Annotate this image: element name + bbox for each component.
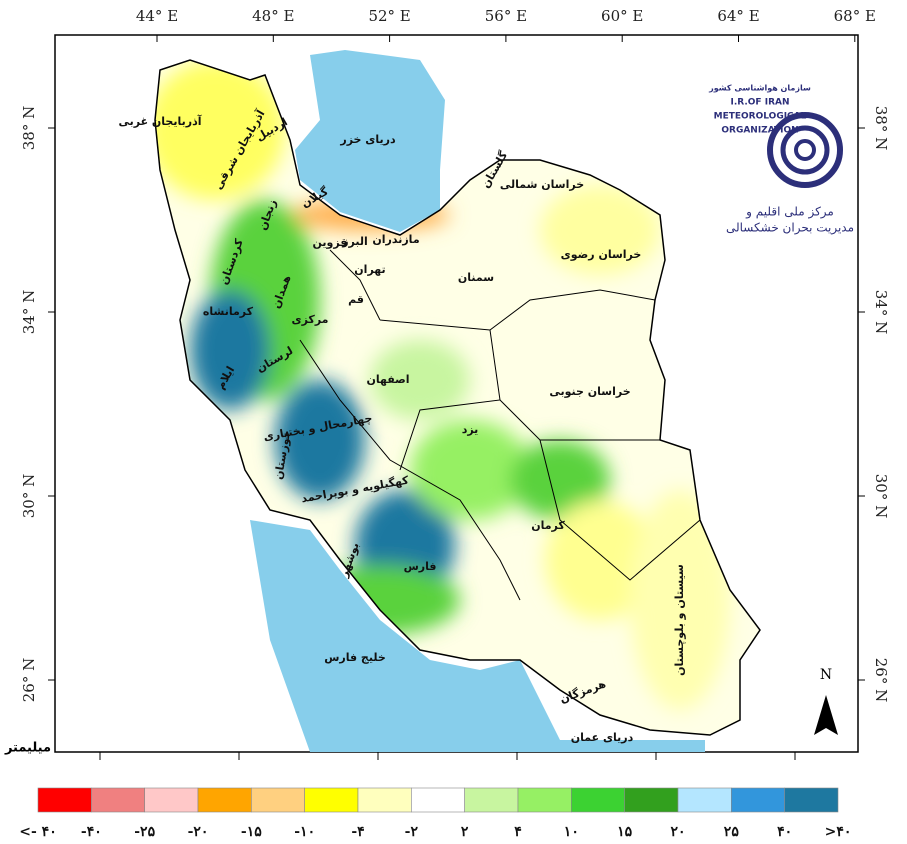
legend-label: >۴۰ — [825, 824, 852, 840]
province-label: مازندران — [372, 233, 419, 246]
lat-label: 34° N — [872, 290, 890, 334]
lon-label: 48° E — [252, 7, 294, 25]
lon-label: 60° E — [601, 7, 643, 25]
province-label: خراسان شمالی — [500, 178, 584, 191]
province-label: مرکزی — [292, 313, 329, 326]
logo-text: ORGANIZATION — [721, 126, 798, 136]
logo-caption: مرکز ملی اقلیم و — [745, 205, 834, 220]
province-label: سیستان و بلوچستان — [673, 564, 686, 676]
legend-label: -۴۰ — [81, 824, 102, 840]
province-label: خراسان جنوبی — [549, 385, 630, 398]
lat-label: 34° N — [20, 290, 38, 334]
province-label: یزد — [462, 423, 479, 436]
province-borders — [299, 249, 701, 601]
legend-label: ۲۵ — [724, 824, 740, 840]
legend-swatch — [144, 787, 199, 813]
legend-swatch — [304, 787, 359, 813]
legend-label: ۲۰ — [670, 824, 685, 840]
lon-label: 52° E — [368, 7, 410, 25]
legend-swatch — [251, 787, 305, 813]
legend-label: ۴۰ — [777, 824, 792, 840]
province-label: کرمانشاه — [203, 305, 254, 318]
province-label: آذربایجان غربی — [118, 114, 201, 128]
caspian-sea — [295, 50, 445, 232]
legend-label: -۲ — [405, 824, 419, 840]
legend-swatch — [784, 787, 839, 813]
lat-label: 26° N — [20, 658, 38, 702]
legend-label: ۱۰ — [564, 824, 579, 840]
legend-swatch — [411, 787, 465, 813]
lat-label: 30° N — [20, 474, 38, 518]
lat-label: 30° N — [872, 474, 890, 518]
legend-label: -۱۵ — [241, 824, 262, 840]
lon-label: 64° E — [717, 7, 759, 25]
lon-label: 68° E — [834, 7, 876, 25]
legend-swatch — [677, 787, 732, 813]
lon-label: 44° E — [136, 7, 178, 25]
province-label: البرز — [341, 235, 368, 248]
logo — [767, 112, 843, 188]
country-border — [154, 59, 761, 736]
logo-text: سازمان هواشناسی کشور — [708, 84, 811, 93]
logo-text: METEOROLOGICAL — [714, 112, 807, 122]
legend-swatch — [517, 787, 572, 813]
province-label: سمنان — [458, 271, 494, 284]
lat-label: 38° N — [20, 106, 38, 150]
lat-label: 26° N — [872, 658, 890, 702]
logo-caption: مدیریت بحران خشکسالی — [726, 221, 854, 236]
legend-swatch — [731, 787, 785, 813]
legend-label: ۴ — [514, 824, 522, 840]
province-label: فارس — [404, 560, 437, 573]
lat-label: 38° N — [872, 106, 890, 150]
legend-swatch — [357, 787, 412, 813]
legend-swatch — [37, 787, 92, 813]
province-label: خراسان رضوی — [561, 248, 642, 261]
logo-text: I.R.OF IRAN — [731, 98, 790, 108]
legend-label: -۴ — [351, 824, 364, 840]
water-label: دریای عمان — [571, 731, 634, 744]
legend-swatch — [624, 787, 679, 813]
province-label: اصفهان — [366, 373, 409, 386]
north-arrow — [814, 695, 838, 735]
legend-swatch — [91, 787, 145, 813]
legend-swatch — [571, 787, 625, 813]
lon-label: 56° E — [485, 7, 527, 25]
persian-gulf — [250, 520, 705, 752]
water-label: خلیج فارس — [324, 651, 386, 664]
legend-unit: میلیمتر — [4, 741, 51, 756]
province-label: کرمان — [531, 519, 565, 532]
legend-swatch — [197, 787, 252, 813]
water-label: دریای خزر — [339, 133, 396, 146]
legend-label: -۲۰ — [188, 824, 209, 840]
legend-swatch — [464, 787, 519, 813]
legend-label: ۱۵ — [617, 824, 633, 840]
province-label: قزوین — [313, 236, 348, 249]
legend-label: -۲۵ — [134, 824, 155, 840]
legend-label: ۲ — [461, 824, 469, 840]
province-label: قم — [348, 293, 364, 306]
province-label: تهران — [354, 263, 385, 276]
legend-label: -۱۰ — [294, 824, 315, 840]
north-label: N — [820, 667, 832, 683]
legend-label: <- ۴۰ — [19, 824, 56, 840]
